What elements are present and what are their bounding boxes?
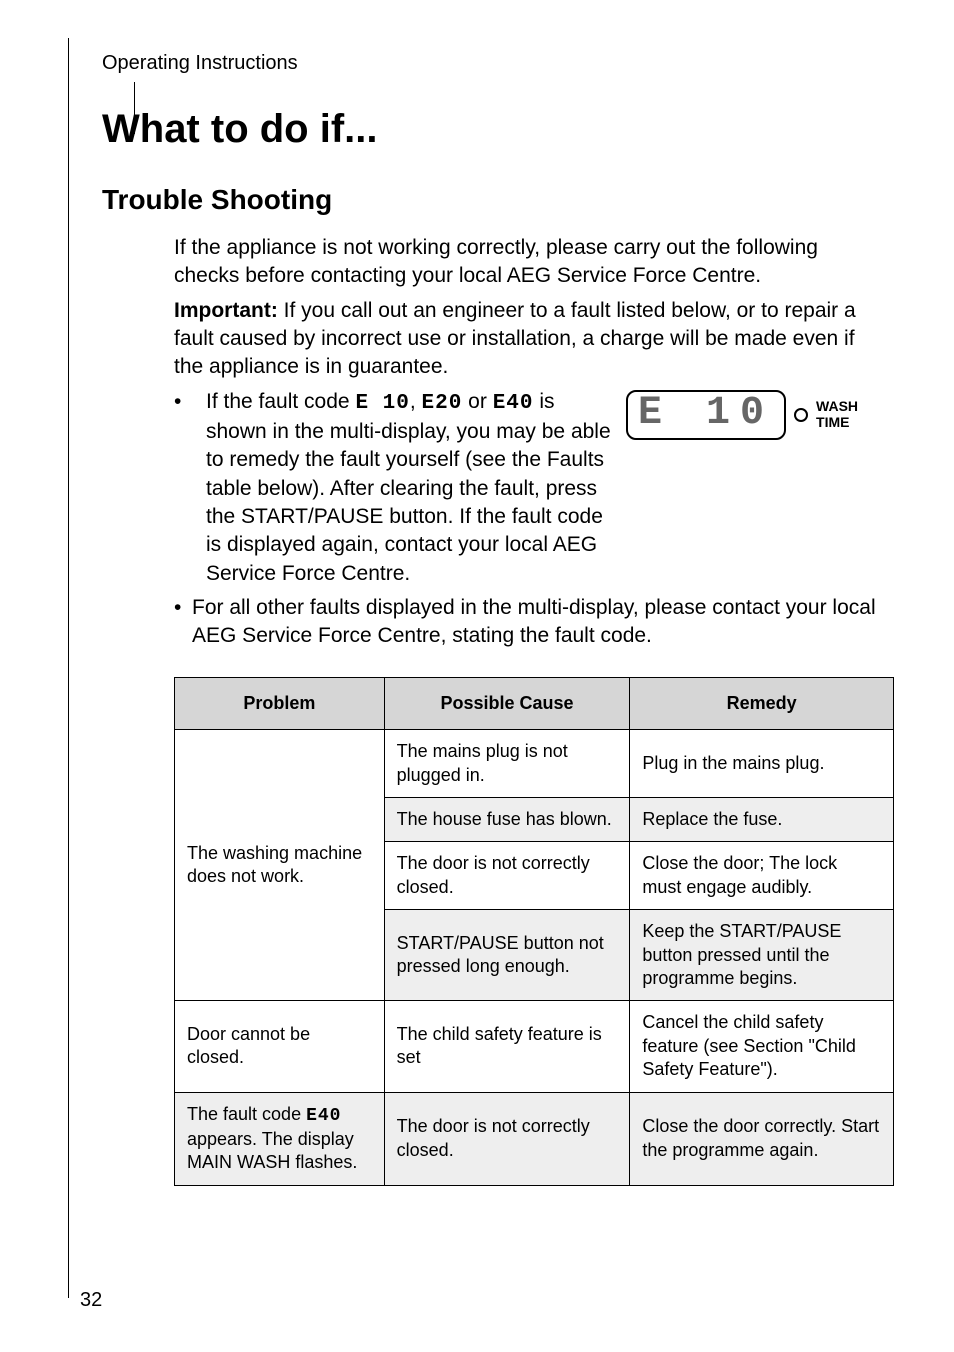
bullet-text: For all other faults displayed in the mu… [192,594,886,651]
display-box-wrap: E 10 WASH TIME [626,390,886,440]
cell-remedy: Plug in the mains plug. [630,730,894,798]
cell-cause: The mains plug is not plugged in. [384,730,630,798]
table-row: Door cannot be closed. The child safety … [175,1001,894,1092]
cell-remedy: Replace the fuse. [630,797,894,841]
col-remedy: Remedy [630,677,894,729]
cell-problem: The fault code E40 appears. The display … [175,1092,385,1185]
wash-time-label: WASH TIME [816,399,858,430]
bullet-marker: • [174,594,192,651]
bullet-list: • If the fault code E 10, E20 or E40 is … [174,388,886,651]
cell-remedy: Cancel the child safety feature (see Sec… [630,1001,894,1092]
fault-code: E 10 [355,392,409,415]
fault-code: E40 [493,392,534,415]
section-heading: Trouble Shooting [102,184,896,216]
col-cause: Possible Cause [384,677,630,729]
intro-paragraph-important: Important: If you call out an engineer t… [174,297,886,382]
margin-rule-inner [134,82,135,134]
important-label: Important: [174,299,278,322]
cell-cause: The house fuse has blown. [384,797,630,841]
faults-table: Problem Possible Cause Remedy The washin… [174,677,894,1186]
col-problem: Problem [175,677,385,729]
cell-problem: The washing machine does not work. [175,730,385,1001]
bullet-pre: If the fault code [206,390,355,413]
cell-cause: START/PAUSE button not pressed long enou… [384,910,630,1001]
bullet-marker: • [174,388,192,588]
bullet-sep: or [462,390,492,413]
bullet-sep: , [410,390,422,413]
cell-remedy: Keep the START/PAUSE button pressed unti… [630,910,894,1001]
cell-cause: The door is not correctly closed. [384,1092,630,1185]
table-header-row: Problem Possible Cause Remedy [175,677,894,729]
page-title: What to do if... [102,107,896,152]
wash-line1: WASH [816,398,858,414]
intro-paragraph-1: If the appliance is not working correctl… [174,234,886,291]
fault-code: E20 [422,392,463,415]
multi-display: E 10 [626,390,786,440]
cell-cause: The child safety feature is set [384,1001,630,1092]
running-header: Operating Instructions [102,52,896,75]
table-row: The washing machine does not work. The m… [175,730,894,798]
wash-line2: TIME [816,414,849,430]
led-icon [794,408,808,422]
bullet-item: • For all other faults displayed in the … [174,594,886,651]
page-number: 32 [80,1289,102,1312]
bullet-post: is shown in the multi-display, you may b… [206,390,611,585]
bullet-item: • If the fault code E 10, E20 or E40 is … [174,388,886,588]
cell-remedy: Close the door correctly. Start the prog… [630,1092,894,1185]
bullet-text: If the fault code E 10, E20 or E40 is sh… [206,388,612,588]
display-text: E 10 [638,394,774,434]
display-figure: E 10 WASH TIME [626,388,886,588]
page: Operating Instructions What to do if... … [0,0,954,1352]
cell-problem: Door cannot be closed. [175,1001,385,1092]
cell-remedy: Close the door; The lock must engage aud… [630,842,894,910]
intro-block: If the appliance is not working correctl… [174,234,886,382]
cell-cause: The door is not correctly closed. [384,842,630,910]
table-row: The fault code E40 appears. The display … [175,1092,894,1185]
margin-rule-outer [68,38,69,1298]
